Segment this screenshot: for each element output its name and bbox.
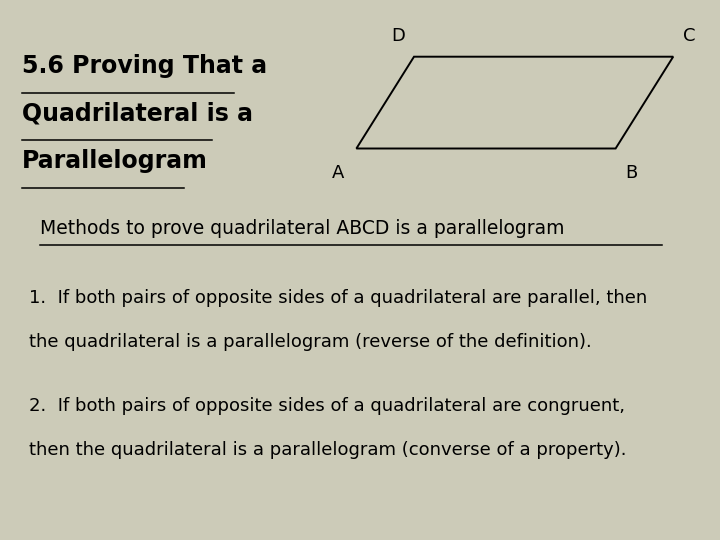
Text: Quadrilateral is a: Quadrilateral is a bbox=[22, 102, 253, 125]
Text: D: D bbox=[391, 27, 405, 45]
Text: then the quadrilateral is a parallelogram (converse of a property).: then the quadrilateral is a parallelogra… bbox=[29, 441, 626, 459]
Text: 5.6 Proving That a: 5.6 Proving That a bbox=[22, 54, 266, 78]
Text: Parallelogram: Parallelogram bbox=[22, 149, 207, 173]
Text: C: C bbox=[683, 27, 696, 45]
Polygon shape bbox=[356, 57, 673, 149]
Text: 2.  If both pairs of opposite sides of a quadrilateral are congruent,: 2. If both pairs of opposite sides of a … bbox=[29, 397, 625, 415]
Text: 1.  If both pairs of opposite sides of a quadrilateral are parallel, then: 1. If both pairs of opposite sides of a … bbox=[29, 289, 647, 307]
Text: Methods to prove quadrilateral ABCD is a parallelogram: Methods to prove quadrilateral ABCD is a… bbox=[40, 219, 564, 238]
Text: B: B bbox=[625, 164, 638, 182]
Text: A: A bbox=[332, 164, 345, 182]
Text: the quadrilateral is a parallelogram (reverse of the definition).: the quadrilateral is a parallelogram (re… bbox=[29, 333, 592, 351]
